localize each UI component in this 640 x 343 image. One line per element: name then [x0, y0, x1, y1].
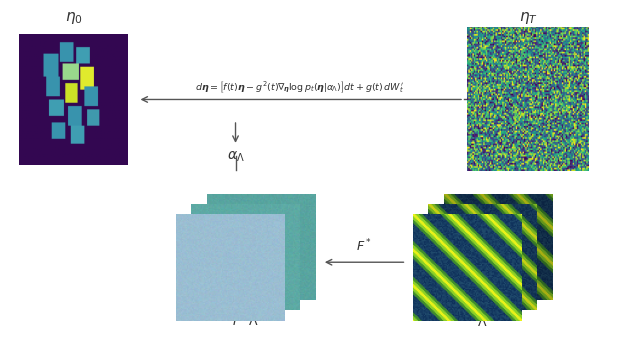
Text: $F^*\Lambda$: $F^*\Lambda$	[232, 313, 259, 329]
Text: $\eta_0$: $\eta_0$	[65, 10, 83, 26]
Text: $\alpha_{\Lambda}$: $\alpha_{\Lambda}$	[227, 149, 244, 164]
Text: $F^*$: $F^*$	[356, 238, 372, 255]
Text: $d\boldsymbol{\eta} = \left[f(t)\boldsymbol{\eta} - g^2(t)\nabla_{\!\boldsymbol{: $d\boldsymbol{\eta} = \left[f(t)\boldsym…	[195, 80, 404, 95]
Text: $\eta_T$: $\eta_T$	[518, 10, 538, 26]
Text: $\Lambda$: $\Lambda$	[477, 316, 488, 329]
